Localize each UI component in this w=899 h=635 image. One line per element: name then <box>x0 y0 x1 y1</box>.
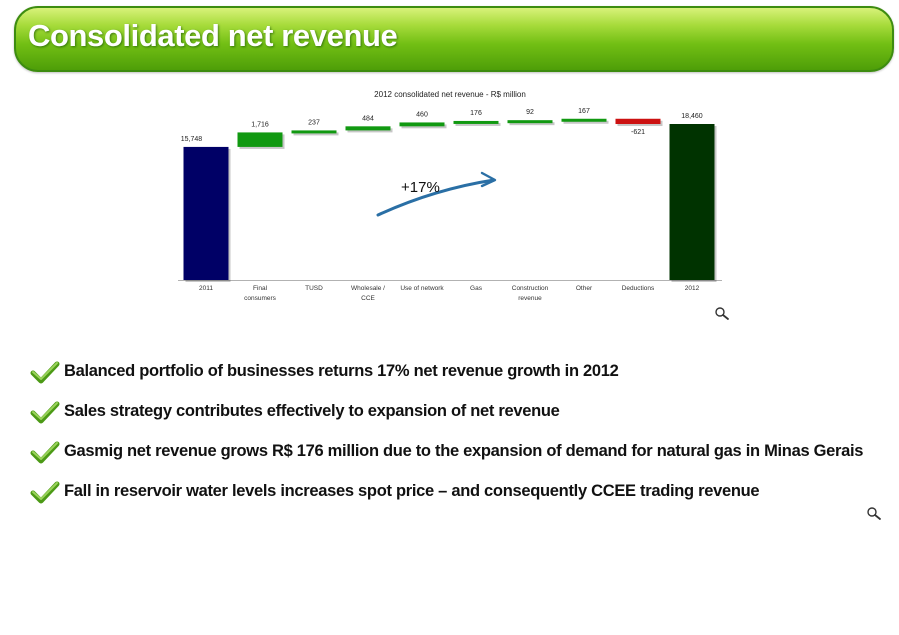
tick-label: 2012 <box>685 285 700 292</box>
checkmark-icon <box>30 441 60 464</box>
data-label: 176 <box>470 110 482 117</box>
data-label: 15,748 <box>181 136 203 143</box>
waterfall-bar <box>237 132 283 147</box>
data-label: 167 <box>578 108 590 115</box>
waterfall-bar <box>183 146 229 280</box>
magnifier-icon[interactable] <box>866 506 882 522</box>
tick-label: TUSD <box>305 285 323 292</box>
data-label: 1,716 <box>251 121 269 128</box>
data-label: 18,460 <box>681 113 703 120</box>
tick-label: Wholesale / CCE <box>351 285 385 302</box>
waterfall-bar <box>291 130 337 134</box>
tick-label: Final consumers <box>244 285 277 302</box>
magnifier-icon[interactable] <box>714 306 730 322</box>
tick-label: Deductions <box>622 285 655 292</box>
waterfall-bar <box>561 118 607 122</box>
growth-arrow-icon <box>376 171 497 217</box>
bullet-text: Gasmig net revenue grows R$ 176 million … <box>64 442 864 460</box>
title-banner: Consolidated net revenue <box>14 6 894 72</box>
list-item: Gasmig net revenue grows R$ 176 million … <box>30 440 880 480</box>
tick-label: Construction revenue <box>512 285 549 302</box>
waterfall-bar <box>399 122 445 127</box>
chart-title: 2012 consolidated net revenue - R$ milli… <box>374 90 526 99</box>
checkmark-icon <box>30 481 60 504</box>
list-item: Sales strategy contributes effectively t… <box>30 400 880 440</box>
data-label: 92 <box>526 109 534 116</box>
waterfall-bar <box>507 120 553 124</box>
bar-shadow <box>293 132 339 136</box>
tick-label: Other <box>576 285 593 292</box>
tick-label: 2011 <box>199 285 213 292</box>
tick-label: Use of network <box>400 285 444 292</box>
bar-shadow <box>455 122 501 126</box>
bar-shadow <box>509 122 555 126</box>
list-item: Balanced portfolio of businesses returns… <box>30 360 880 400</box>
checkmark-icon <box>30 361 60 384</box>
waterfall-chart: 2012 consolidated net revenue - R$ milli… <box>170 86 730 316</box>
bullet-text: Fall in reservoir water levels increases… <box>64 482 760 500</box>
checkmark-icon <box>30 401 60 424</box>
data-label: 237 <box>308 119 320 126</box>
waterfall-bar <box>453 120 499 124</box>
data-label: 460 <box>416 111 428 118</box>
waterfall-bar <box>345 126 391 131</box>
bar-shadow <box>563 120 609 124</box>
page-title: Consolidated net revenue <box>28 18 398 53</box>
list-item: Fall in reservoir water levels increases… <box>30 480 880 520</box>
data-label: -621 <box>631 129 645 136</box>
bullet-text: Sales strategy contributes effectively t… <box>64 402 560 420</box>
waterfall-bar <box>615 118 661 125</box>
tick-label: Gas <box>470 285 483 292</box>
bullet-list: Balanced portfolio of businesses returns… <box>30 360 880 520</box>
waterfall-bar <box>669 124 715 280</box>
bullet-text: Balanced portfolio of businesses returns… <box>64 362 619 380</box>
bar-shadow <box>401 124 447 129</box>
growth-annotation: +17% <box>401 179 440 196</box>
data-label: 484 <box>362 115 374 122</box>
chart-svg: 2012 consolidated net revenue - R$ milli… <box>178 90 722 302</box>
